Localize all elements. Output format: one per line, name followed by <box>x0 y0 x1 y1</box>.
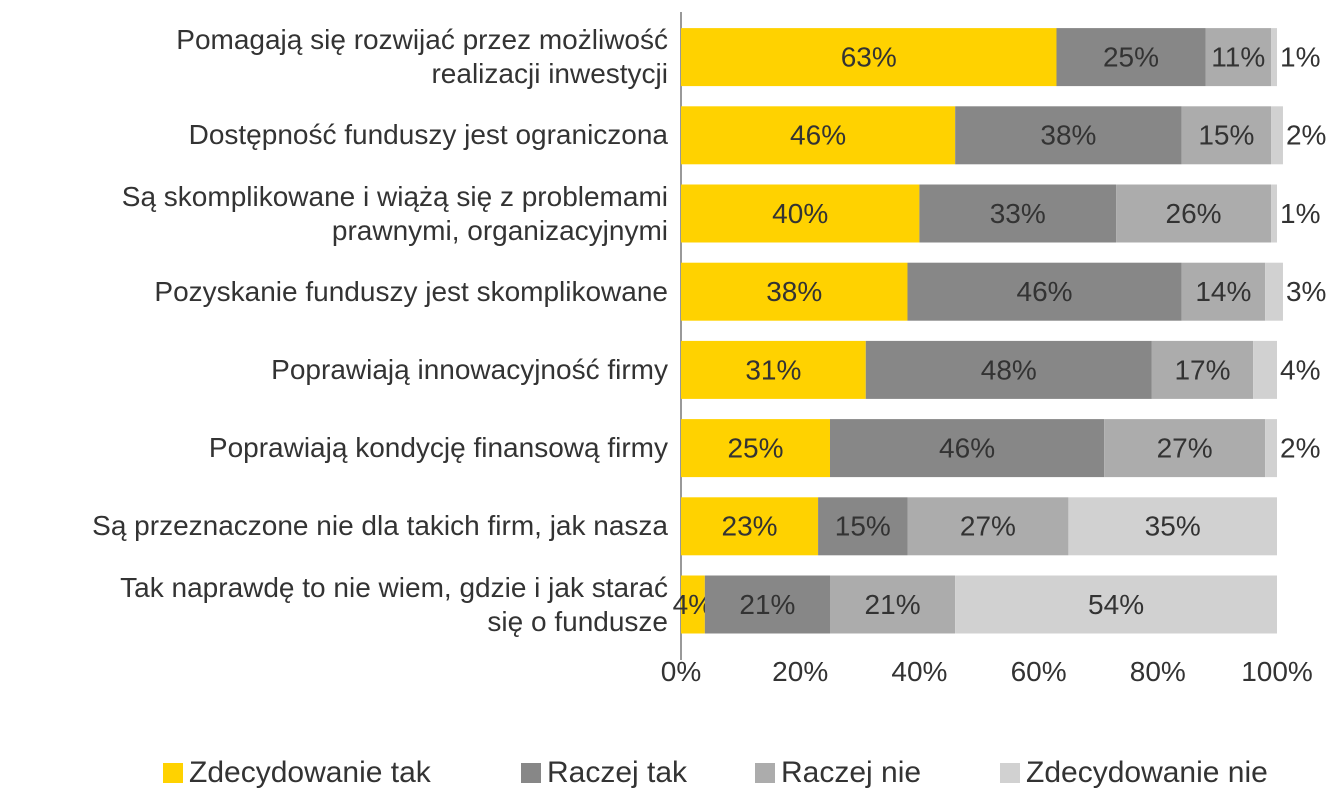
legend-swatch <box>755 763 775 783</box>
bar-segment <box>1116 184 1272 243</box>
bar-segment <box>1271 184 1277 243</box>
x-tick-label: 80% <box>1130 656 1186 687</box>
value-label: 23% <box>722 511 778 542</box>
value-label: 38% <box>766 276 822 307</box>
bar-segment <box>681 497 819 556</box>
value-label: 38% <box>1040 120 1096 151</box>
value-label: 46% <box>939 432 995 463</box>
value-label: 33% <box>990 198 1046 229</box>
value-label: 15% <box>1198 120 1254 151</box>
value-label: 4% <box>1280 354 1320 385</box>
value-label: 63% <box>841 41 897 72</box>
bar-segment <box>1056 28 1206 87</box>
value-label: 27% <box>960 511 1016 542</box>
bar-segment <box>681 340 866 399</box>
category-label: Poprawiają innowacyjność firmy <box>271 353 668 385</box>
legend-swatch <box>163 763 183 783</box>
bar-segment <box>1151 340 1254 399</box>
bar-segment <box>681 419 830 478</box>
value-label: 1% <box>1280 198 1320 229</box>
bar-segment <box>681 106 956 165</box>
bar-segment <box>1181 106 1272 165</box>
value-label: 26% <box>1166 198 1222 229</box>
legend-label: Zdecydowanie nie <box>1026 756 1268 789</box>
legend-label: Raczej nie <box>781 756 921 789</box>
x-tick-label: 20% <box>772 656 828 687</box>
value-label: 35% <box>1145 511 1201 542</box>
value-label: 21% <box>865 589 921 620</box>
category-label: Tak naprawdę to nie wiem, gdzie i jak st… <box>120 571 668 637</box>
x-tick-label: 60% <box>1011 656 1067 687</box>
value-label: 2% <box>1280 432 1320 463</box>
value-label: 27% <box>1157 432 1213 463</box>
bar-segment <box>681 28 1057 87</box>
bar-segment <box>919 184 1117 243</box>
bar-segment <box>907 262 1182 321</box>
bar-segment <box>1265 419 1277 478</box>
x-tick-label: 100% <box>1241 656 1313 687</box>
value-label: 46% <box>790 120 846 151</box>
legend-swatch <box>1000 763 1020 783</box>
category-label: Poprawiają kondycję finansową firmy <box>208 432 668 464</box>
bar-segment <box>830 575 956 634</box>
bar-segment <box>955 575 1277 634</box>
value-label: 14% <box>1195 276 1251 307</box>
bar-segment <box>1265 262 1283 321</box>
value-label: 31% <box>745 354 801 385</box>
value-label: 15% <box>835 511 891 542</box>
bar-segment <box>1271 106 1283 165</box>
category-label: Pozyskanie funduszy jest skomplikowane <box>154 275 668 307</box>
value-label: 54% <box>1088 589 1144 620</box>
bar-segment <box>1104 419 1266 478</box>
bar-segment <box>1068 497 1277 556</box>
category-label: Dostępność funduszy jest ograniczona <box>188 119 668 151</box>
value-label: 40% <box>772 198 828 229</box>
category-label: Są skomplikowane i wiążą się z problemam… <box>121 180 668 246</box>
bar-segment <box>681 575 705 634</box>
bar-segment <box>1253 340 1277 399</box>
value-label: 25% <box>1103 41 1159 72</box>
bar-segment <box>1205 28 1272 87</box>
value-label: 21% <box>739 589 795 620</box>
bar-segment <box>681 184 920 243</box>
value-label: 46% <box>1017 276 1073 307</box>
bar-segment <box>955 106 1182 165</box>
bar-segment <box>681 262 908 321</box>
value-label: 2% <box>1286 120 1326 151</box>
category-label: Są przeznaczone nie dla takich firm, jak… <box>92 510 668 542</box>
bar-segment <box>704 575 830 634</box>
value-label: 17% <box>1174 354 1230 385</box>
value-label: 3% <box>1286 276 1326 307</box>
x-tick-label: 40% <box>891 656 947 687</box>
category-label: Pomagają się rozwijać przez możliwość re… <box>176 24 668 90</box>
value-label: 11% <box>1211 41 1265 72</box>
legend-swatch <box>521 763 541 783</box>
value-label: 48% <box>981 354 1037 385</box>
bar-segment <box>907 497 1069 556</box>
bar-segment <box>1271 28 1277 87</box>
x-tick-label: 0% <box>661 656 701 687</box>
value-label: 25% <box>727 432 783 463</box>
legend-label: Zdecydowanie tak <box>189 756 432 789</box>
bar-segment <box>1181 262 1266 321</box>
bar-segment <box>865 340 1152 399</box>
bar-segment <box>830 419 1105 478</box>
legend-label: Raczej tak <box>547 756 688 789</box>
bar-segment <box>818 497 908 556</box>
value-label: 1% <box>1280 41 1320 72</box>
